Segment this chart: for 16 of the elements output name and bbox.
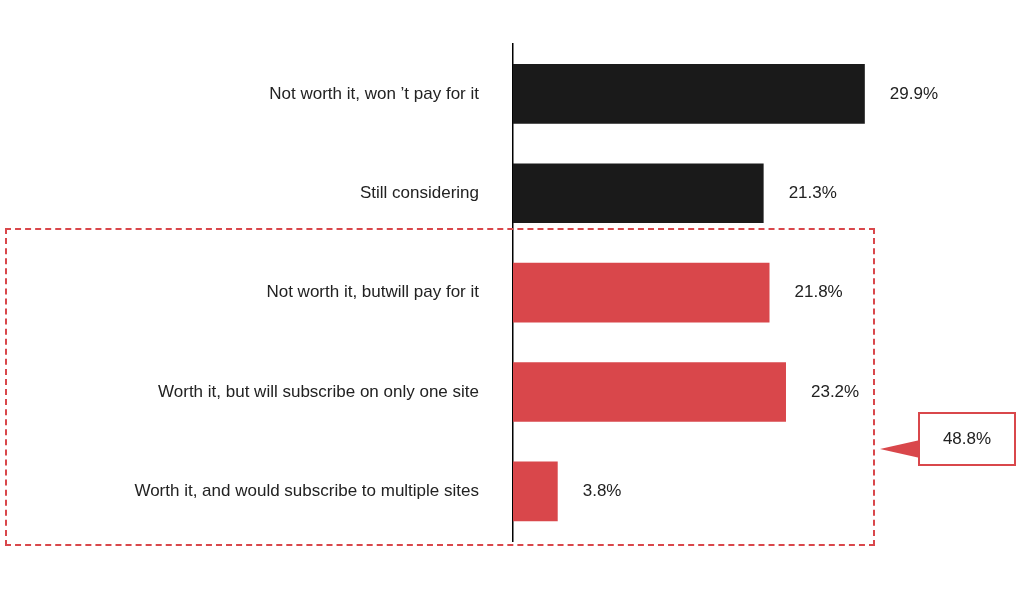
y-tick-label: Worth it, and would subscribe to multiple sites	[134, 481, 479, 501]
text: 48.8%	[918, 412, 1016, 466]
y-tick-label: Not worth it, butwill pay for it	[266, 282, 480, 302]
bar	[513, 362, 786, 422]
data-label: 3.8%	[582, 481, 622, 501]
y-tick-label: Worth it, but will subscribe on only one site	[158, 381, 479, 401]
y-tick-label: Not worth it, won ’t pay for it	[269, 83, 480, 103]
bar	[513, 163, 764, 224]
data-label: 21.3%	[788, 182, 837, 202]
data-label: 21.8%	[794, 282, 843, 302]
data-label: 23.2%	[810, 381, 860, 401]
bar	[513, 64, 865, 124]
data-label: 29.9%	[889, 83, 939, 103]
y-tick-label: Still considering	[359, 182, 479, 202]
bar	[513, 262, 770, 323]
bar	[513, 461, 558, 522]
